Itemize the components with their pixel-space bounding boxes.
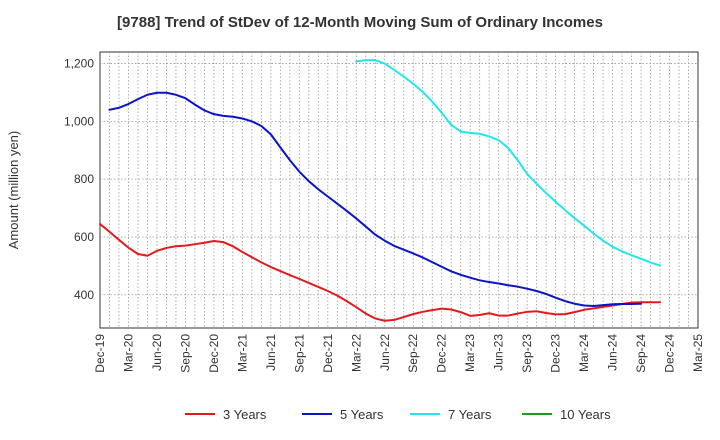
y-tick-label: 1,000: [64, 114, 94, 128]
grid: [100, 52, 698, 328]
x-tick-label: Dec-23: [549, 334, 563, 373]
x-tick-label: Sep-23: [520, 334, 534, 373]
chart-title: [9788] Trend of StDev of 12-Month Moving…: [117, 14, 603, 31]
x-tick-label: Jun-23: [492, 334, 506, 371]
series-line-5-years: [108, 91, 643, 308]
x-tick-label: Dec-22: [435, 334, 449, 373]
legend-label: 10 Years: [560, 407, 611, 422]
x-tick-label: Sep-24: [634, 334, 648, 373]
x-tick-label: Mar-20: [121, 334, 135, 372]
x-tick-label: Jun-20: [150, 334, 164, 371]
legend-label: 5 Years: [340, 407, 384, 422]
legend-label: 3 Years: [223, 407, 267, 422]
x-tick-label: Jun-24: [606, 334, 620, 371]
y-ticks: 400 600 800 1,000 1,200: [64, 57, 94, 302]
y-tick-label: 1,200: [64, 57, 94, 71]
series-line-3-years: [99, 222, 662, 322]
series-lines: [99, 59, 662, 322]
x-tick-label: Jun-22: [378, 334, 392, 371]
x-tick-label: Mar-25: [691, 334, 705, 372]
y-tick-label: 600: [74, 230, 94, 244]
x-tick-label: Mar-21: [235, 334, 249, 372]
legend: 3 Years 5 Years 7 Years 10 Years: [185, 407, 611, 422]
x-ticks: Dec-19 Mar-20 Jun-20 Sep-20 Dec-20 Mar-21 Jun-…: [93, 334, 705, 373]
x-tick-label: Dec-20: [207, 334, 221, 373]
y-axis-label: Amount (million yen): [6, 131, 21, 250]
series-line-7-years: [355, 59, 662, 267]
x-tick-label: Mar-22: [349, 334, 363, 372]
x-tick-label: Dec-19: [93, 334, 107, 373]
x-tick-label: Sep-20: [178, 334, 192, 373]
legend-label: 7 Years: [448, 407, 492, 422]
x-tick-label: Sep-21: [292, 334, 306, 373]
y-tick-label: 400: [74, 288, 94, 302]
y-tick-label: 800: [74, 172, 94, 186]
plot-area: [99, 51, 699, 329]
x-tick-label: Dec-21: [321, 334, 335, 373]
x-tick-label: Jun-21: [264, 334, 278, 371]
x-tick-label: Mar-23: [463, 334, 477, 372]
x-tick-label: Mar-24: [577, 334, 591, 372]
x-tick-label: Sep-22: [406, 334, 420, 373]
x-tick-label: Dec-24: [663, 334, 677, 373]
